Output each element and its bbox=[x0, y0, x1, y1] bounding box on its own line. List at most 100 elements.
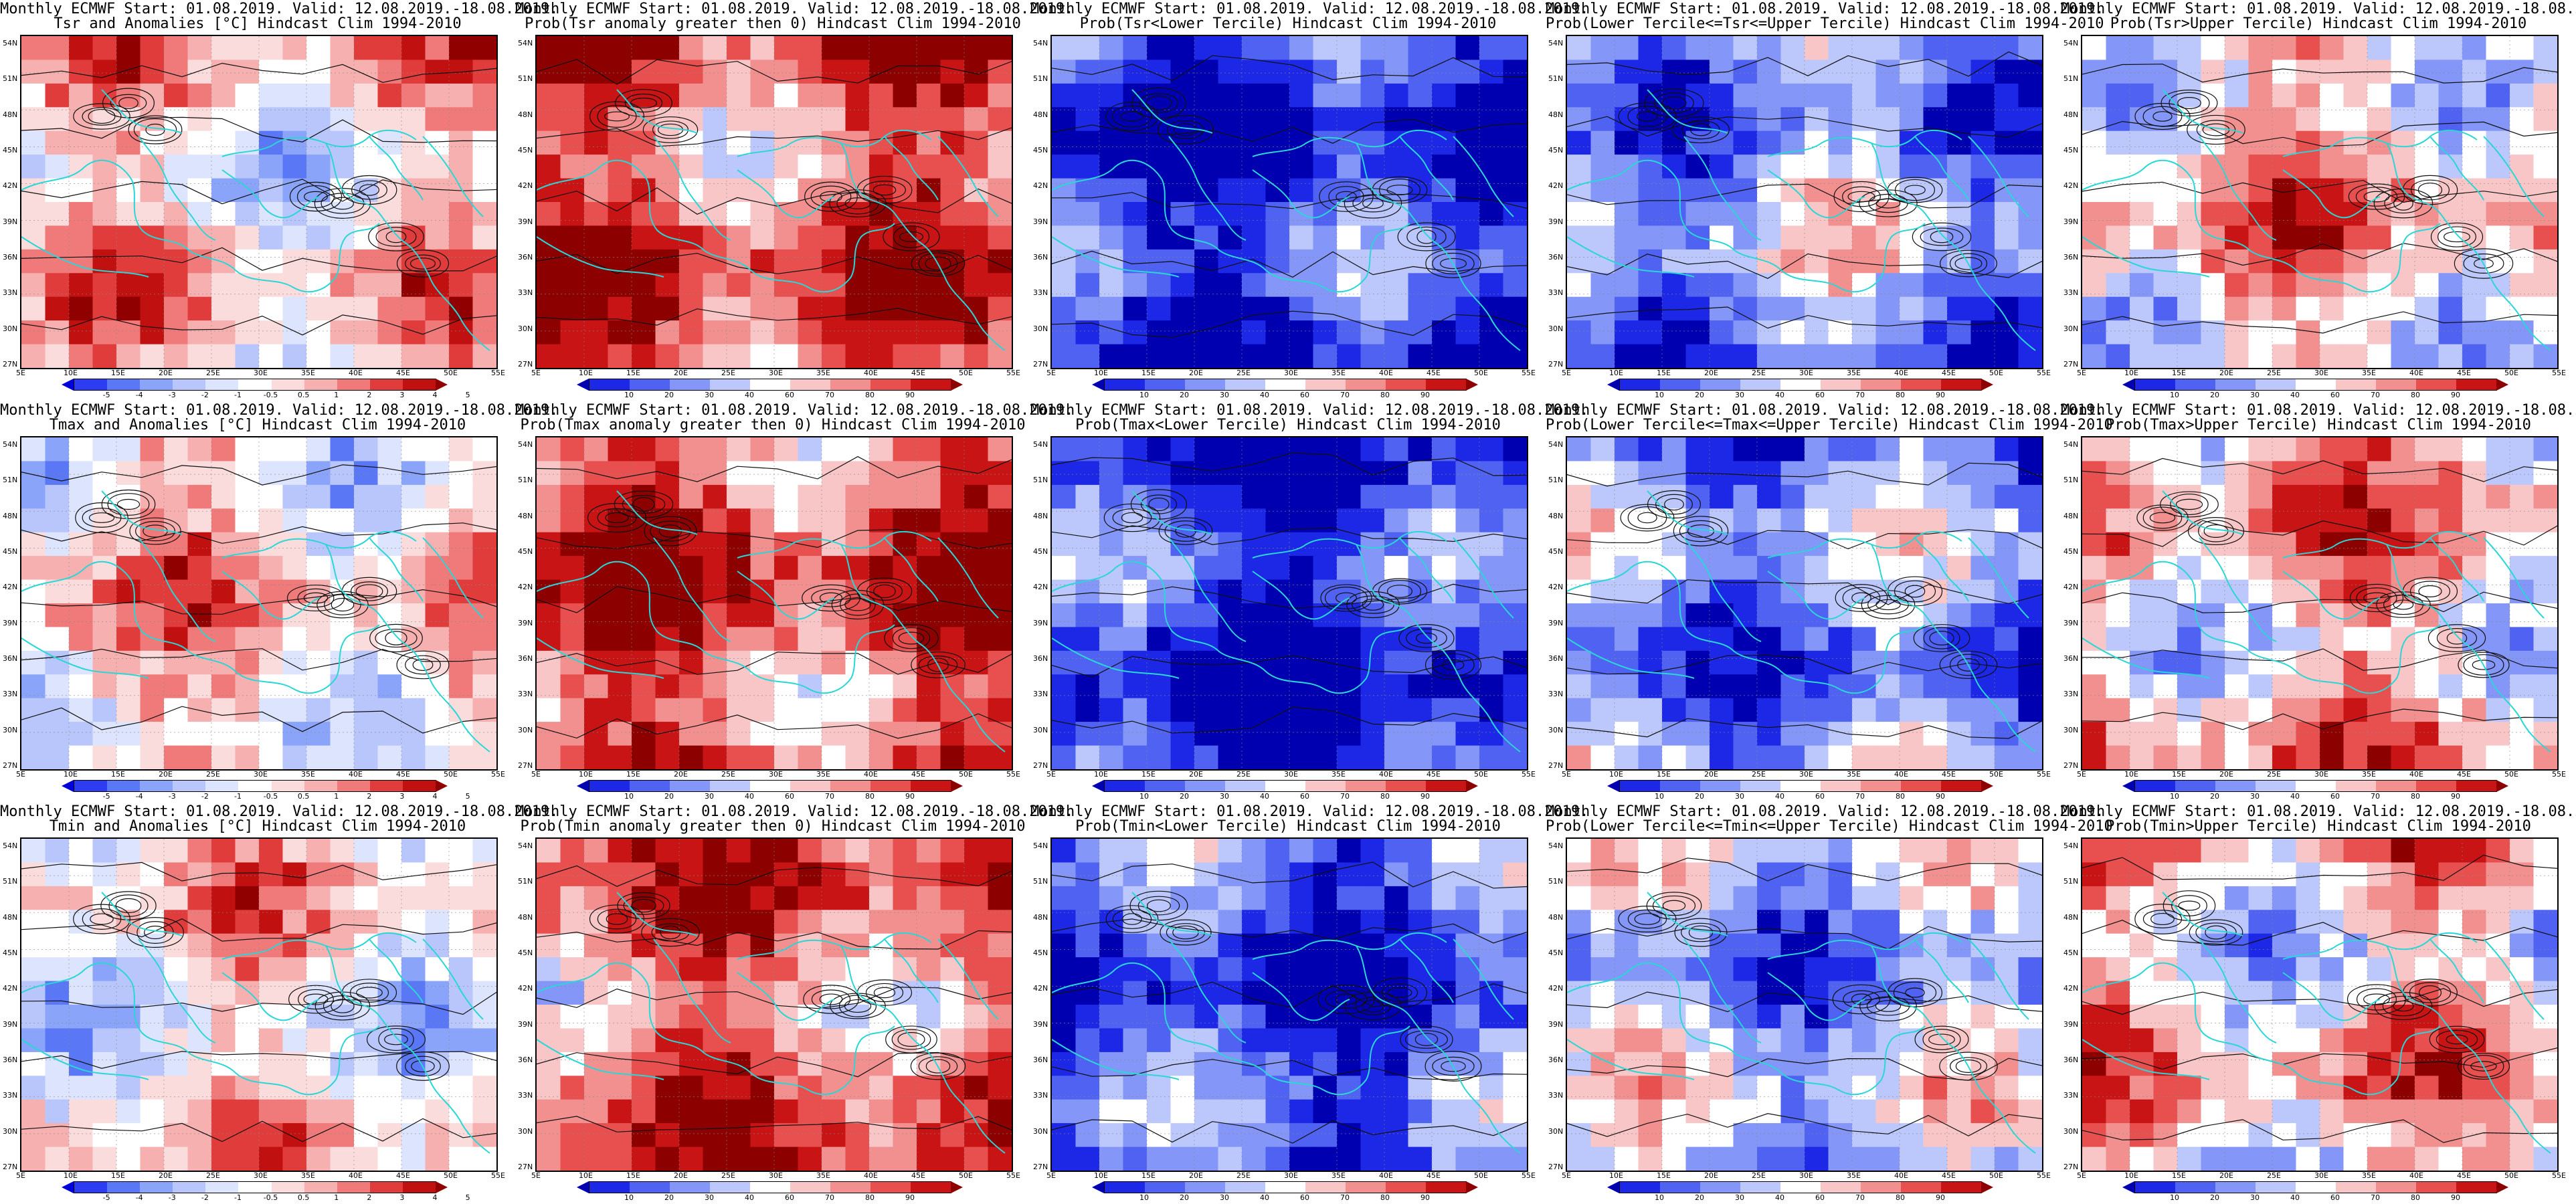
field-cell bbox=[2533, 508, 2557, 533]
field-cell bbox=[1828, 273, 1853, 298]
longitude-label: 5E bbox=[1562, 770, 1571, 779]
field-cell bbox=[1337, 1051, 1362, 1077]
colorbar-swatch bbox=[1426, 781, 1466, 791]
latitude-label: 39N bbox=[2063, 618, 2079, 627]
field-cell bbox=[116, 698, 141, 723]
field-cell bbox=[449, 556, 474, 581]
field-cell bbox=[235, 650, 260, 676]
field-cell bbox=[2415, 674, 2440, 699]
field-cell bbox=[798, 627, 822, 651]
longitude-label: 10E bbox=[579, 369, 593, 377]
field-cell bbox=[703, 579, 727, 604]
field-cell bbox=[1360, 532, 1385, 557]
field-cell bbox=[2510, 225, 2535, 250]
field-cell bbox=[472, 910, 496, 934]
field-cell bbox=[1360, 60, 1385, 84]
field-cell bbox=[401, 296, 426, 322]
field-cell bbox=[1852, 249, 1877, 274]
field-cell bbox=[632, 839, 656, 864]
field-cell bbox=[2248, 225, 2273, 250]
field-cell bbox=[727, 178, 751, 203]
field-cell bbox=[1455, 202, 1480, 227]
field-cell bbox=[798, 461, 822, 486]
latitude-label: 45N bbox=[2063, 146, 2079, 155]
field-cell bbox=[1360, 130, 1385, 156]
field-cell bbox=[2391, 484, 2415, 510]
field-cell bbox=[798, 344, 822, 368]
field-cell bbox=[92, 674, 117, 699]
field-cell bbox=[1828, 745, 1853, 769]
coastline bbox=[616, 89, 698, 134]
field-cell bbox=[425, 83, 450, 108]
field-cell bbox=[2296, 603, 2320, 628]
field-cell bbox=[750, 556, 775, 581]
contour-line bbox=[537, 253, 1012, 274]
colorbar-swatch bbox=[1265, 379, 1305, 390]
coastline bbox=[616, 892, 698, 936]
field-cell bbox=[1408, 839, 1433, 864]
field-cell bbox=[1875, 225, 1900, 250]
field-cell bbox=[401, 1146, 426, 1171]
field-cell bbox=[2177, 698, 2202, 723]
field-cell bbox=[893, 532, 917, 557]
contour-line bbox=[1052, 192, 1527, 209]
colorbar-tick-label: -1 bbox=[234, 792, 242, 801]
field-cell bbox=[69, 178, 94, 203]
contour-line bbox=[1904, 585, 1926, 598]
field-cell bbox=[655, 862, 680, 887]
field-cell bbox=[1875, 508, 1900, 533]
contour-line bbox=[844, 197, 871, 209]
contour-line bbox=[2082, 648, 2557, 671]
field-cell bbox=[472, 603, 496, 628]
field-cell bbox=[1567, 107, 1592, 132]
field-cell bbox=[537, 1099, 561, 1124]
colorbar-swatch bbox=[304, 1182, 337, 1193]
colorbar-tick-label: 80 bbox=[2411, 391, 2420, 399]
field-cell bbox=[608, 532, 632, 557]
field-cell bbox=[1384, 107, 1409, 132]
colorbar-swatch bbox=[74, 781, 108, 791]
colorbar-swatch bbox=[870, 379, 911, 390]
field-cell bbox=[1147, 437, 1172, 462]
field-cell bbox=[1567, 556, 1592, 581]
coastline bbox=[537, 962, 895, 1096]
field-cell bbox=[608, 1146, 632, 1171]
field-cell bbox=[1408, 603, 1433, 628]
field-cell bbox=[282, 981, 307, 1005]
colorbar-swatch bbox=[205, 781, 239, 791]
map-canvas bbox=[537, 36, 1012, 368]
colorbar-tick-label: -2 bbox=[201, 391, 209, 399]
map-panel: Monthly ECMWF Start: 01.08.2019. Valid: … bbox=[2061, 0, 2576, 401]
field-cell bbox=[330, 1028, 355, 1053]
field-cell bbox=[1455, 839, 1480, 864]
field-cell bbox=[1590, 83, 1615, 108]
field-cell bbox=[1242, 437, 1267, 462]
field-cell bbox=[1194, 107, 1219, 132]
field-cell bbox=[1218, 556, 1243, 581]
latitude-label: 39N bbox=[3, 1019, 18, 1029]
field-cell bbox=[116, 627, 141, 651]
field-cell bbox=[774, 1099, 799, 1124]
field-cell bbox=[727, 107, 751, 132]
field-cell bbox=[940, 461, 965, 486]
field-cell bbox=[893, 508, 917, 533]
field-cell bbox=[2510, 36, 2535, 61]
field-cell bbox=[584, 1076, 609, 1100]
field-cell bbox=[92, 155, 117, 179]
field-cell bbox=[1995, 461, 2019, 486]
contour-line bbox=[1131, 87, 1186, 119]
field-cell bbox=[2130, 130, 2154, 156]
field-cell bbox=[1194, 320, 1219, 345]
contour-line bbox=[314, 188, 371, 219]
field-cell bbox=[45, 437, 70, 462]
contour-line bbox=[1372, 176, 1428, 204]
field-cell bbox=[259, 886, 284, 911]
latitude-label: 51N bbox=[3, 877, 18, 886]
field-cell bbox=[211, 1005, 236, 1029]
field-cell bbox=[774, 107, 799, 132]
field-cell bbox=[1923, 484, 1948, 510]
field-cell bbox=[1923, 674, 1948, 699]
field-cell bbox=[2082, 556, 2107, 581]
colorbar-swatch bbox=[1780, 379, 1821, 390]
field-cell bbox=[472, 1123, 496, 1148]
